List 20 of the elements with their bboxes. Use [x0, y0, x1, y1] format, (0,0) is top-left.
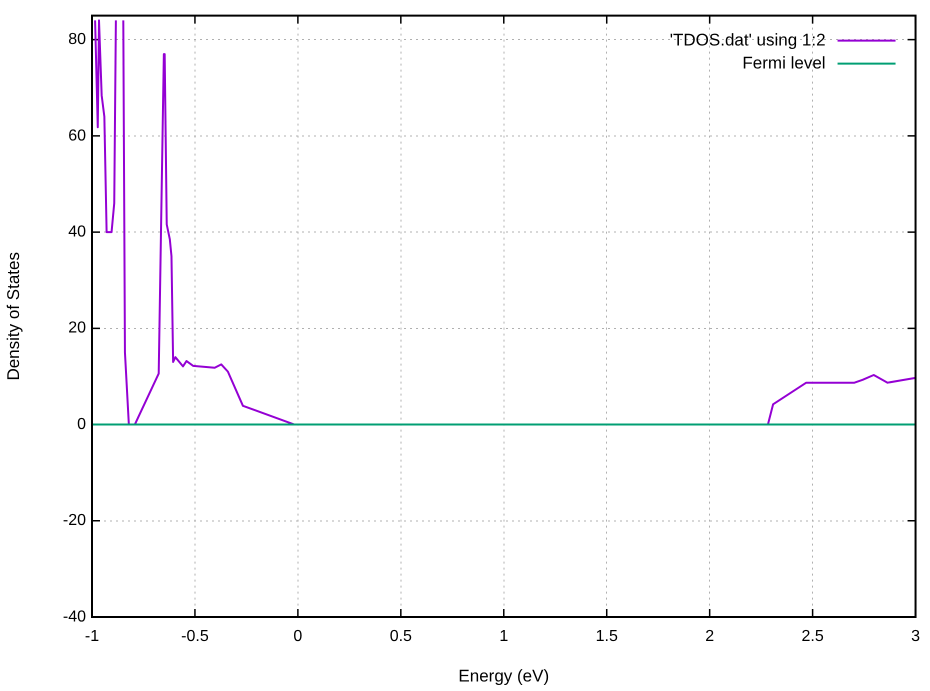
- legend-label: Fermi level: [742, 53, 826, 72]
- y-tick-label: 60: [68, 127, 86, 144]
- x-tick-label: 1.5: [596, 628, 618, 646]
- x-tick-label: 3: [911, 628, 920, 646]
- legend-label: 'TDOS.dat' using 1:2: [670, 30, 826, 50]
- x-tick-label: -1: [84, 628, 100, 646]
- x-tick-label: 0: [293, 628, 302, 646]
- y-tick-label: 20: [68, 320, 86, 337]
- x-axis-title: Energy (eV): [458, 666, 550, 686]
- x-tick-label: 0.5: [390, 628, 412, 646]
- x-tick-label: 2.5: [801, 628, 824, 646]
- y-tick-label: 40: [68, 224, 86, 241]
- y-tick-label: 80: [68, 31, 86, 48]
- y-tick-label: -20: [62, 512, 86, 530]
- y-tick-label: 0: [77, 416, 86, 433]
- x-tick-label: -0.5: [181, 628, 209, 646]
- x-tick-label: 1: [499, 628, 508, 646]
- x-tick-label: 2: [705, 628, 714, 646]
- y-axis-title: Density of States: [4, 252, 23, 381]
- y-tick-label: -40: [62, 608, 86, 626]
